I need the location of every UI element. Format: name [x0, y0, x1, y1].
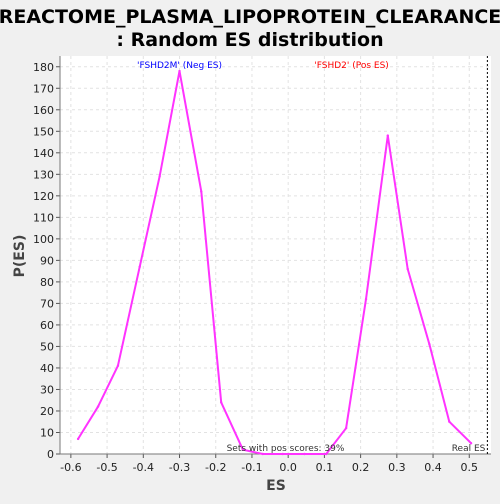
y-tick-label: 160	[33, 104, 54, 117]
y-tick-label: 180	[33, 61, 54, 74]
y-tick-label: 80	[40, 276, 54, 289]
es-data-point	[469, 442, 473, 445]
es-data-point	[116, 364, 120, 367]
plot-area	[60, 56, 491, 454]
es-data-point	[386, 134, 389, 137]
grid-lines	[60, 56, 491, 455]
y-tick-label: 90	[40, 254, 54, 267]
y-tick-label: 40	[40, 362, 54, 375]
y-tick-label: 150	[33, 125, 54, 138]
chart-title-line1: REACTOME_PLASMA_LIPOPROTEIN_CLEARANCE	[0, 6, 500, 28]
es-data-point	[138, 265, 141, 269]
x-tick-label: -0.4	[133, 461, 154, 474]
y-tick-label: 20	[40, 405, 54, 418]
x-tick-label: -0.3	[169, 461, 190, 474]
x-tick-label: 0.2	[352, 461, 370, 474]
es-data-point	[448, 420, 451, 423]
pos-scores-label: Sets with pos scores: 39%	[227, 444, 345, 454]
es-data-point	[219, 401, 223, 404]
y-tick-label: 0	[47, 448, 54, 461]
y-tick-label: 10	[40, 426, 54, 439]
y-tick-label: 30	[40, 383, 54, 396]
y-tick-label: 50	[40, 340, 54, 353]
y-tick-label: 120	[33, 190, 54, 203]
x-tick-label: 0.1	[316, 461, 334, 474]
y-tick-label: 170	[33, 82, 54, 95]
x-axis-label: ES	[266, 478, 286, 494]
x-tick-label: -0.6	[60, 461, 81, 474]
x-tick-label: 0.4	[424, 461, 442, 474]
annotations: 'FSHD2M' (Neg ES) 'FSHD2' (Pos ES) Sets …	[137, 56, 488, 454]
y-tick-label: 60	[40, 319, 54, 332]
x-tick-label: 0.5	[461, 461, 479, 474]
neg-es-label: 'FSHD2M' (Neg ES)	[137, 61, 222, 71]
es-data-point	[344, 426, 348, 430]
es-data-point	[158, 175, 161, 178]
y-tick-label: 130	[33, 168, 54, 181]
es-data-point	[261, 452, 265, 456]
pos-es-label: 'FSHD2' (Pos ES)	[314, 61, 389, 71]
series-layer	[76, 69, 473, 456]
es-data-point	[200, 190, 203, 193]
x-tick-label: -0.5	[96, 461, 117, 474]
es-data-point	[178, 69, 181, 73]
real-es-label: Real ES	[452, 444, 486, 454]
y-tick-label: 100	[33, 233, 54, 246]
es-data-point	[364, 297, 368, 301]
x-tick-label: -0.2	[205, 461, 226, 474]
y-axis-label: P(ES)	[12, 235, 28, 278]
es-data-point	[325, 452, 328, 456]
x-tick-label: -0.1	[241, 461, 262, 474]
es-data-point	[96, 405, 100, 408]
es-data-point	[406, 267, 409, 271]
es-data-point	[303, 452, 306, 456]
y-tick-label: 140	[33, 147, 54, 160]
y-tick-label: 110	[33, 211, 54, 224]
es-distribution-line	[77, 70, 472, 455]
es-data-point	[428, 343, 431, 346]
es-data-point	[76, 437, 80, 441]
y-tick-label: 70	[40, 297, 54, 310]
es-data-point	[241, 448, 245, 451]
x-tick-label: 0.3	[388, 461, 406, 474]
x-tick-label: 0.0	[279, 461, 297, 474]
es-data-point	[281, 452, 284, 456]
chart-title-line2: : Random ES distribution	[116, 29, 383, 51]
